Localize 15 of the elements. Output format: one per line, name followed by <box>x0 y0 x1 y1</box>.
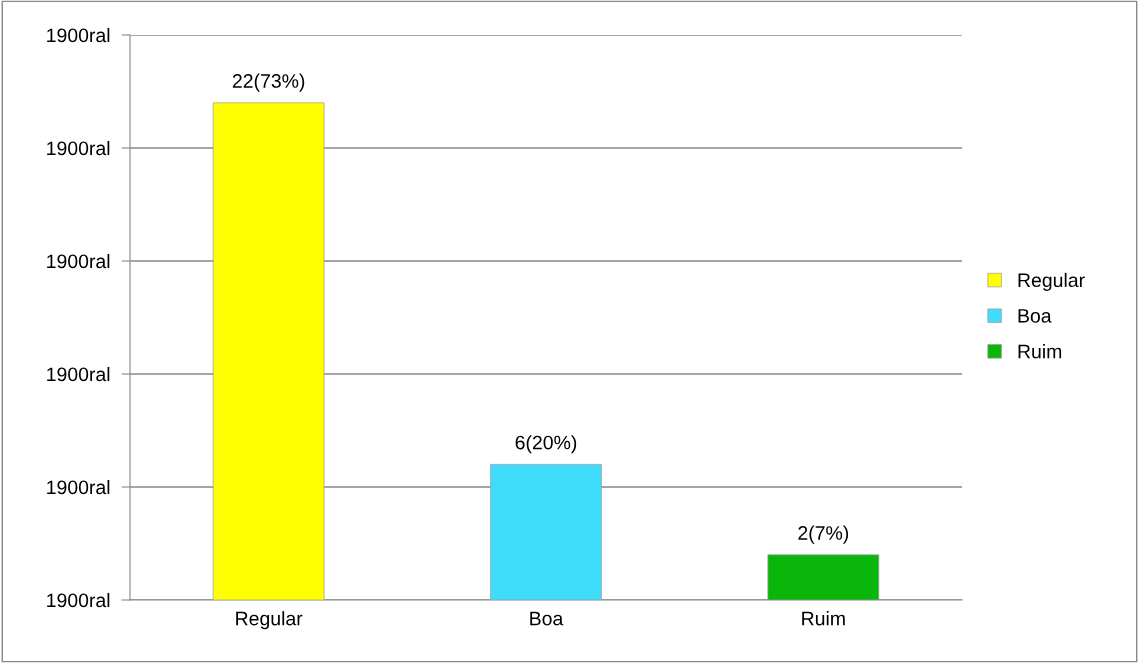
legend-label: Ruim <box>1018 344 1062 359</box>
text: 1900ral <box>47 27 110 43</box>
x-tick-label: Regular <box>236 611 303 630</box>
text: 1900ral <box>47 140 110 156</box>
text: 1900ral <box>47 592 110 608</box>
text: 1900ral <box>47 366 110 382</box>
legend-label: Boa <box>1018 309 1052 323</box>
legend-label: Regular <box>1018 272 1085 291</box>
x-tick-label: Ruim <box>802 611 845 626</box>
x-tick-label: Boa <box>530 611 564 626</box>
text: 1900ral <box>47 253 110 269</box>
text: 1900ral <box>47 479 110 495</box>
data-label: 2(7%) <box>798 525 849 544</box>
data-label: 6(20%) <box>515 435 577 454</box>
data-label: 22(73%) <box>232 73 305 92</box>
